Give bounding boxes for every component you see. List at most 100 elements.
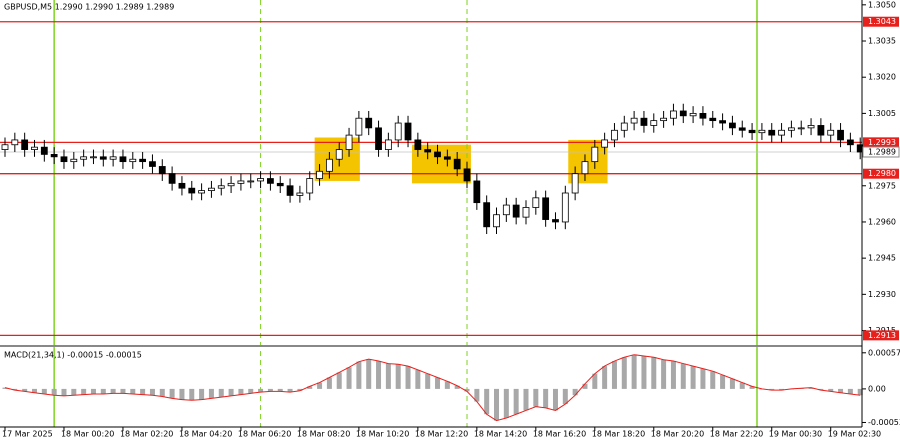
macd-bar xyxy=(661,359,667,389)
macd-bar xyxy=(317,382,323,389)
highlight-box xyxy=(411,144,471,184)
candle-body xyxy=(807,125,815,129)
candle-body xyxy=(316,170,323,179)
macd-bar xyxy=(199,388,205,400)
macd-bar xyxy=(513,388,519,415)
candle-body xyxy=(650,120,658,126)
candle-body xyxy=(709,117,717,122)
candle-body xyxy=(11,139,19,146)
macd-bar xyxy=(720,374,726,389)
candle-body xyxy=(591,146,599,163)
macd-bar xyxy=(552,388,558,411)
candle-body xyxy=(630,117,638,124)
candle-body xyxy=(463,168,471,182)
macd-bar xyxy=(769,388,775,391)
candle-body xyxy=(778,129,785,136)
macd-tick-label: -0.00053 xyxy=(868,418,900,427)
macd-bar xyxy=(543,388,549,408)
candle-body xyxy=(365,117,373,129)
candle-body xyxy=(267,178,274,184)
macd-bar xyxy=(621,357,627,389)
candle-body xyxy=(443,156,451,160)
macd-bar xyxy=(425,373,431,389)
macd-bar xyxy=(366,359,372,389)
x-tick-label: 18 Mar 22:20 xyxy=(710,430,763,439)
y-tick-label: 1.2975 xyxy=(868,181,896,190)
x-tick-label: 19 Mar 00:30 xyxy=(769,430,822,439)
candle-body xyxy=(532,197,540,208)
macd-bar xyxy=(100,388,106,394)
macd-tick-label: 0.00057 xyxy=(868,348,900,357)
candle-body xyxy=(217,185,225,189)
candle-body xyxy=(837,129,844,141)
candle-body xyxy=(640,117,648,126)
macd-bar xyxy=(120,388,126,394)
candle-body xyxy=(198,190,206,194)
candle-body xyxy=(50,154,58,158)
macd-bar xyxy=(218,388,224,398)
candle-body xyxy=(188,187,196,194)
macd-bar xyxy=(267,388,273,392)
candle-body xyxy=(827,129,835,136)
macd-bar xyxy=(700,368,706,389)
macd-bar xyxy=(208,388,214,399)
x-tick-label: 18 Mar 12:20 xyxy=(415,430,468,439)
macd-bar xyxy=(749,386,755,389)
macd-bar xyxy=(670,361,676,389)
candle-body xyxy=(257,178,264,182)
guides xyxy=(0,0,866,431)
macd-tick-label: 0.00 xyxy=(868,384,886,393)
candle-body xyxy=(483,202,491,228)
macd-bar xyxy=(503,388,509,419)
x-tick-label: 18 Mar 10:20 xyxy=(356,430,409,439)
current-price-label: 1.2989 xyxy=(868,147,896,156)
macd-bar xyxy=(631,354,637,389)
candle-body xyxy=(70,158,78,163)
candle-body xyxy=(817,125,825,136)
macd-bar xyxy=(533,388,539,407)
macd-bar xyxy=(592,373,598,389)
macd-bar xyxy=(572,388,578,396)
candle-body xyxy=(119,156,127,163)
macd-bar xyxy=(149,388,155,396)
x-tick-label: 19 Mar 02:30 xyxy=(828,430,881,439)
candle-body xyxy=(375,127,382,150)
candle-body xyxy=(335,149,343,160)
macd-bar xyxy=(110,388,116,394)
candle-body xyxy=(620,122,628,131)
macd-bar xyxy=(169,388,175,399)
candle-body xyxy=(424,149,432,153)
candle-body xyxy=(1,144,9,150)
macd-bar xyxy=(779,388,785,391)
macd-bar xyxy=(336,372,342,389)
macd-signal-line xyxy=(4,354,861,422)
candle-body xyxy=(306,178,314,194)
macd-bar xyxy=(739,382,745,389)
macd-bar xyxy=(474,388,480,402)
candle-body xyxy=(729,122,736,129)
candle-body xyxy=(158,166,166,175)
candle-body xyxy=(40,146,48,155)
candle-body xyxy=(414,139,422,150)
candle-body xyxy=(149,161,156,167)
macd-bar xyxy=(31,388,37,393)
x-tick-label: 18 Mar 02:20 xyxy=(120,430,173,439)
chart-title: GBPUSD,M5 1.2990 1.2990 1.2989 1.2989 xyxy=(4,3,174,12)
macd-bar xyxy=(405,366,411,389)
macd-bar xyxy=(494,388,499,421)
macd-bar xyxy=(297,388,303,391)
candle-body xyxy=(276,182,284,187)
candle-body xyxy=(109,156,117,160)
candle-body xyxy=(247,180,255,183)
macd-bar xyxy=(651,357,657,389)
candle-body xyxy=(493,214,500,228)
macd-bar xyxy=(611,361,617,389)
candle-body xyxy=(797,127,805,130)
x-tick-label: 18 Mar 04:20 xyxy=(179,430,232,439)
candle-body xyxy=(502,204,510,216)
macd-bar xyxy=(41,388,47,394)
macd-bar xyxy=(159,388,165,397)
candle-body xyxy=(208,187,215,191)
